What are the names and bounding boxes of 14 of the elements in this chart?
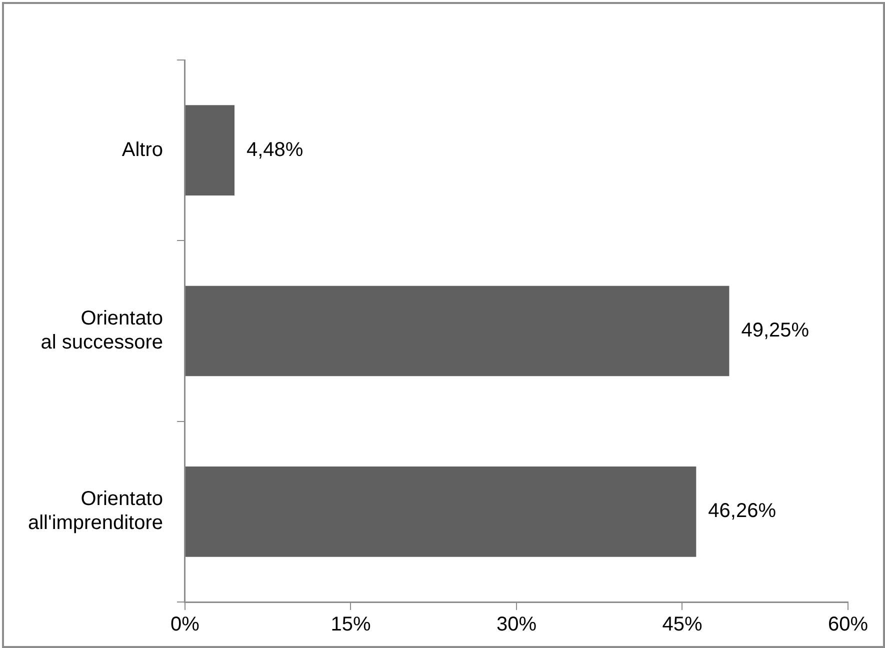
bar (185, 105, 234, 196)
data-label: 46,26% (708, 500, 776, 522)
y-tick-label: Altro (122, 138, 163, 161)
x-tick-label: 15% (330, 614, 371, 636)
bar (185, 466, 696, 557)
x-tick-label: 30% (496, 614, 537, 636)
data-label: 4,48% (246, 138, 304, 161)
x-tick-label: 60% (828, 614, 868, 636)
y-tick-label: Orientato al successore (40, 308, 163, 354)
x-tick-label: 45% (662, 614, 702, 636)
bar (185, 286, 730, 376)
x-tick-label: 0% (170, 614, 200, 636)
y-tick-label: Orientato all'imprenditore (28, 488, 163, 534)
data-label: 49,25% (741, 320, 810, 342)
